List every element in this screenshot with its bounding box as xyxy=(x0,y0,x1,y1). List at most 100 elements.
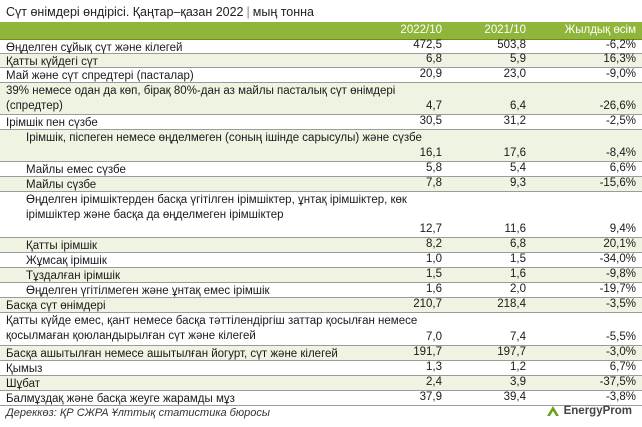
table-row: 39% немесе одан да көп, бірақ 80%-дан аз… xyxy=(0,83,642,115)
value-2021: 31,2 xyxy=(503,115,526,127)
table-row: Өңделген сұйық сүт және кілегей 472,5 503,… xyxy=(0,39,642,54)
table-row: Тұздалған ірімшік 1,5 1,6 -9,8% xyxy=(0,268,642,283)
table-row: Майлы сүзбе 7,8 9,3 -15,6% xyxy=(0,177,642,192)
value-growth: -3,0% xyxy=(605,346,636,358)
value-2021: 3,9 xyxy=(510,376,526,388)
column-header-2021: 2021/10 xyxy=(484,24,526,36)
value-growth: -26,6% xyxy=(599,100,636,112)
value-2021: 23,0 xyxy=(503,68,526,80)
row-label: Өңделген ірімшіктерден басқа үгітілген і… xyxy=(26,194,407,221)
table-row: Шұбат 2,4 3,9 -37,5% xyxy=(0,376,642,391)
table-row: Қатты күйдегі сүт 6,8 5,9 16,3% xyxy=(0,53,642,68)
value-2022: 1,5 xyxy=(426,268,442,280)
data-table: 2022/10 2021/10 Жылдық өсім Өңделген сұй… xyxy=(0,22,642,406)
row-label: Шұбат xyxy=(6,378,41,390)
value-2022: 1,6 xyxy=(426,283,442,295)
value-2021: 6,4 xyxy=(510,100,526,112)
value-2022: 12,7 xyxy=(419,223,442,235)
row-label: Басқа ашытылған немесе ашытылған йогурт,… xyxy=(6,348,338,360)
row-label: Ірімшік пен сүзбе xyxy=(6,117,98,129)
energyprom-logo: EnergyProm xyxy=(545,404,632,418)
value-2021: 2,0 xyxy=(510,283,526,295)
value-2022: 2,4 xyxy=(426,376,442,388)
table-row: Қымыз 1,3 1,2 6,7% xyxy=(0,361,642,376)
value-2021: 7,4 xyxy=(510,331,526,343)
table-row: Өңделген ірімшіктерден басқа үгітілген і… xyxy=(0,192,642,238)
value-2022: 191,7 xyxy=(413,346,442,358)
value-2021: 5,9 xyxy=(510,53,526,65)
value-growth: -9,8% xyxy=(605,268,636,280)
column-header-2022: 2022/10 xyxy=(400,24,442,36)
row-label: Тұздалған ірімшік xyxy=(26,270,120,282)
value-2022: 37,9 xyxy=(419,391,442,403)
value-2022: 6,8 xyxy=(426,53,442,65)
value-2021: 5,4 xyxy=(510,162,526,174)
value-growth: 6,7% xyxy=(609,361,636,373)
value-2021: 503,8 xyxy=(497,39,526,51)
table-header: 2022/10 2021/10 Жылдық өсім xyxy=(0,22,642,40)
row-label: Қатты күйде емес, қант немесе басқа тәтт… xyxy=(6,315,418,342)
value-growth: 20,1% xyxy=(603,238,636,250)
value-growth: 16,3% xyxy=(603,53,636,65)
row-label: Өңделген үгітілмеген және ұнтақ емес ірі… xyxy=(26,285,270,297)
row-label: Балмұздақ және басқа жеуге жарамды мұз xyxy=(6,393,235,405)
value-growth: -3,8% xyxy=(605,391,636,403)
value-2022: 210,7 xyxy=(413,298,442,310)
row-label: Басқа сүт өнімдері xyxy=(6,300,106,312)
table-row: Басқа ашытылған немесе ашытылған йогурт,… xyxy=(0,346,642,361)
value-growth: -8,4% xyxy=(605,147,636,159)
value-growth: 9,4% xyxy=(609,223,636,235)
row-label: 39% немесе одан да көп, бірақ 80%-дан аз… xyxy=(6,85,396,112)
value-2022: 16,1 xyxy=(419,147,442,159)
row-label: Жұмсақ ірімшік xyxy=(26,255,107,267)
table-row: Майлы емес сүзбе 5,8 5,4 6,6% xyxy=(0,162,642,177)
value-2021: 1,6 xyxy=(510,268,526,280)
table-row: Балмұздақ және басқа жеуге жарамды мұз 37… xyxy=(0,391,642,406)
value-growth: -34,0% xyxy=(599,253,636,265)
value-2022: 20,9 xyxy=(419,68,442,80)
value-2021: 197,7 xyxy=(497,346,526,358)
row-label: Ірімшік, піспеген немесе өңделмеген (сон… xyxy=(26,132,422,144)
value-2021: 6,8 xyxy=(510,238,526,250)
table-row: Жұмсақ ірімшік 1,0 1,5 -34,0% xyxy=(0,253,642,268)
row-label: Қымыз xyxy=(6,363,43,375)
table-row: Қатты күйде емес, қант немесе басқа тәтт… xyxy=(0,313,642,346)
value-2022: 4,7 xyxy=(426,100,442,112)
value-growth: -5,5% xyxy=(605,331,636,343)
unit-text: мың тонна xyxy=(252,5,314,19)
table-row: Май және сүт спредтері (пасталар) 20,9 23,… xyxy=(0,68,642,83)
value-2021: 218,4 xyxy=(497,298,526,310)
value-2022: 8,2 xyxy=(426,238,442,250)
value-2022: 5,8 xyxy=(426,162,442,174)
table-row: Өңделген үгітілмеген және ұнтақ емес ірі… xyxy=(0,283,642,298)
row-label: Майлы сүзбе xyxy=(26,179,97,191)
table-body: Өңделген сұйық сүт және кілегей 472,5 503,… xyxy=(0,39,642,406)
table-title: Сүт өнімдері өндірісі. Қаңтар–қазан 2022… xyxy=(6,5,314,19)
table-row: Қатты ірімшік 8,2 6,8 20,1% xyxy=(0,238,642,253)
value-2022: 1,3 xyxy=(426,361,442,373)
table-row: Басқа сүт өнімдері 210,7 218,4 -3,5% xyxy=(0,298,642,313)
value-growth: -9,0% xyxy=(605,68,636,80)
row-label: Қатты күйдегі сүт xyxy=(6,56,98,68)
value-2021: 11,6 xyxy=(504,223,526,235)
value-2022: 7,0 xyxy=(426,331,442,343)
title-separator: | xyxy=(246,5,250,19)
value-2022: 1,0 xyxy=(426,253,442,265)
value-growth: -2,5% xyxy=(605,115,636,127)
row-label: Қатты ірімшік xyxy=(26,240,98,252)
value-2022: 472,5 xyxy=(413,39,442,51)
value-2022: 30,5 xyxy=(419,115,442,127)
value-growth: -19,7% xyxy=(599,283,636,295)
value-growth: 6,6% xyxy=(609,162,636,174)
table-row: Ірімшік, піспеген немесе өңделмеген (сон… xyxy=(0,130,642,162)
row-label: Өңделген сұйық сүт және кілегей xyxy=(6,42,183,54)
value-2021: 39,4 xyxy=(503,391,526,403)
value-2021: 1,5 xyxy=(510,253,526,265)
value-2021: 1,2 xyxy=(510,361,526,373)
row-label: Майлы емес сүзбе xyxy=(26,164,126,176)
title-text: Сүт өнімдері өндірісі. Қаңтар–қазан 2022 xyxy=(6,5,244,19)
value-growth: -3,5% xyxy=(605,298,636,310)
value-2021: 9,3 xyxy=(510,177,526,189)
value-growth: -6,2% xyxy=(605,39,636,51)
value-2022: 7,8 xyxy=(426,177,442,189)
